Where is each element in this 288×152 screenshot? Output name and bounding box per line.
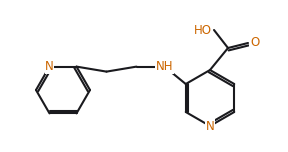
Text: N: N — [206, 119, 214, 133]
Text: O: O — [250, 36, 259, 50]
Text: NH: NH — [156, 60, 173, 73]
Text: N: N — [45, 60, 54, 73]
Text: HO: HO — [194, 24, 212, 36]
